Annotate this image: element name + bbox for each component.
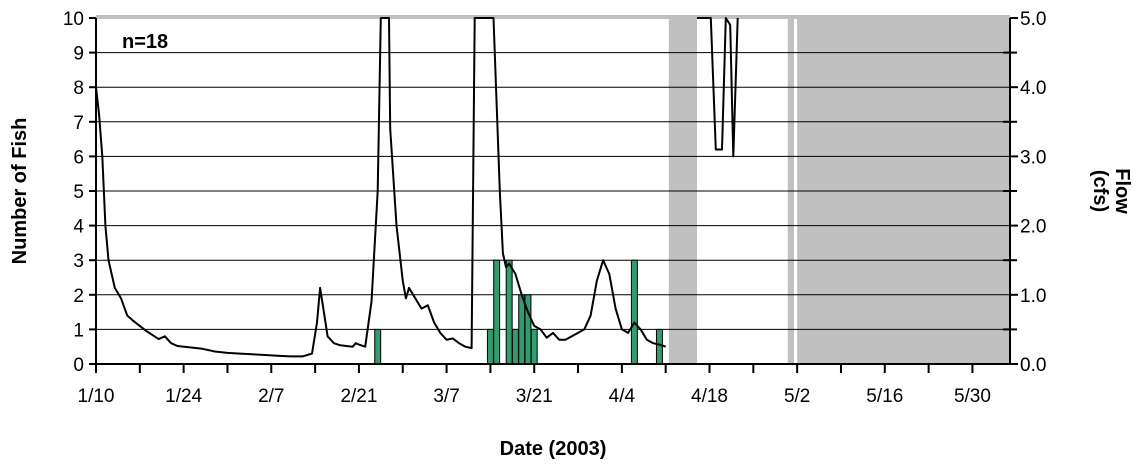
fish-bar-4 <box>511 328 519 365</box>
left-tick-label-2: 2 <box>73 286 84 307</box>
tick-labels: 0 1 2 3 4 5 6 7 8 9 10 0.0 1.0 2.0 3.0 4.0 5.0 1/10 1/24 2/… <box>63 9 1047 407</box>
right-tick-label-0: 0.0 <box>1020 355 1046 376</box>
right-tick-label-4: 4.0 <box>1020 78 1046 99</box>
right-tick-label-1: 1.0 <box>1020 286 1046 307</box>
left-y-axis-title: Number of Fish <box>9 118 31 265</box>
fish-bar-0 <box>374 328 382 365</box>
right-y-axis-unit: (cfs) <box>1089 170 1111 212</box>
x-tick-label-6: 4/4 <box>609 386 636 407</box>
left-tick-label-1: 1 <box>73 320 84 341</box>
right-tick-label-3: 3.0 <box>1020 147 1046 168</box>
sample-size-annotation: n=18 <box>122 31 168 53</box>
x-tick-label-7: 4/18 <box>691 386 728 407</box>
flow-series-line-late <box>697 17 739 158</box>
right-tick-label-5: 5.0 <box>1020 9 1046 30</box>
top-band <box>96 15 1010 19</box>
left-tick-label-8: 8 <box>73 78 84 99</box>
left-tick-label-4: 4 <box>73 217 84 238</box>
right-tick-label-2: 2.0 <box>1020 217 1046 238</box>
fish-bar-3 <box>505 259 513 365</box>
fish-bar-7 <box>530 328 538 365</box>
x-tick-label-4: 3/7 <box>433 386 459 407</box>
right-y-axis-title: Flow <box>1111 168 1133 214</box>
left-tick-label-0: 0 <box>73 355 84 376</box>
x-tick-label-3: 2/21 <box>340 386 377 407</box>
left-tick-label-3: 3 <box>73 251 84 272</box>
left-tick-label-5: 5 <box>73 182 84 203</box>
fish-bar-5 <box>518 294 526 365</box>
left-tick-label-7: 7 <box>73 113 84 134</box>
x-tick-label-10: 5/30 <box>954 386 991 407</box>
no-data-shading <box>96 15 1010 364</box>
x-axis-title: Date (2003) <box>500 438 607 460</box>
fish-bar-9 <box>655 328 663 365</box>
fish-bar-1 <box>486 328 494 365</box>
x-tick-label-2: 2/7 <box>258 386 284 407</box>
x-tick-label-8: 5/2 <box>784 386 810 407</box>
left-tick-label-9: 9 <box>73 44 84 65</box>
x-tick-label-5: 3/21 <box>516 386 553 407</box>
gridlines <box>96 52 1010 330</box>
fish-bar-2 <box>493 259 501 365</box>
left-tick-label-6: 6 <box>73 147 84 168</box>
x-tick-label-9: 5/16 <box>866 386 903 407</box>
fish-count-bars <box>374 259 663 365</box>
x-tick-label-1: 1/24 <box>165 386 202 407</box>
x-tick-label-0: 1/10 <box>78 386 115 407</box>
fish-bar-8 <box>630 259 638 365</box>
left-tick-label-10: 10 <box>63 9 84 30</box>
axes <box>89 17 1018 373</box>
flow-series-line <box>95 17 667 358</box>
